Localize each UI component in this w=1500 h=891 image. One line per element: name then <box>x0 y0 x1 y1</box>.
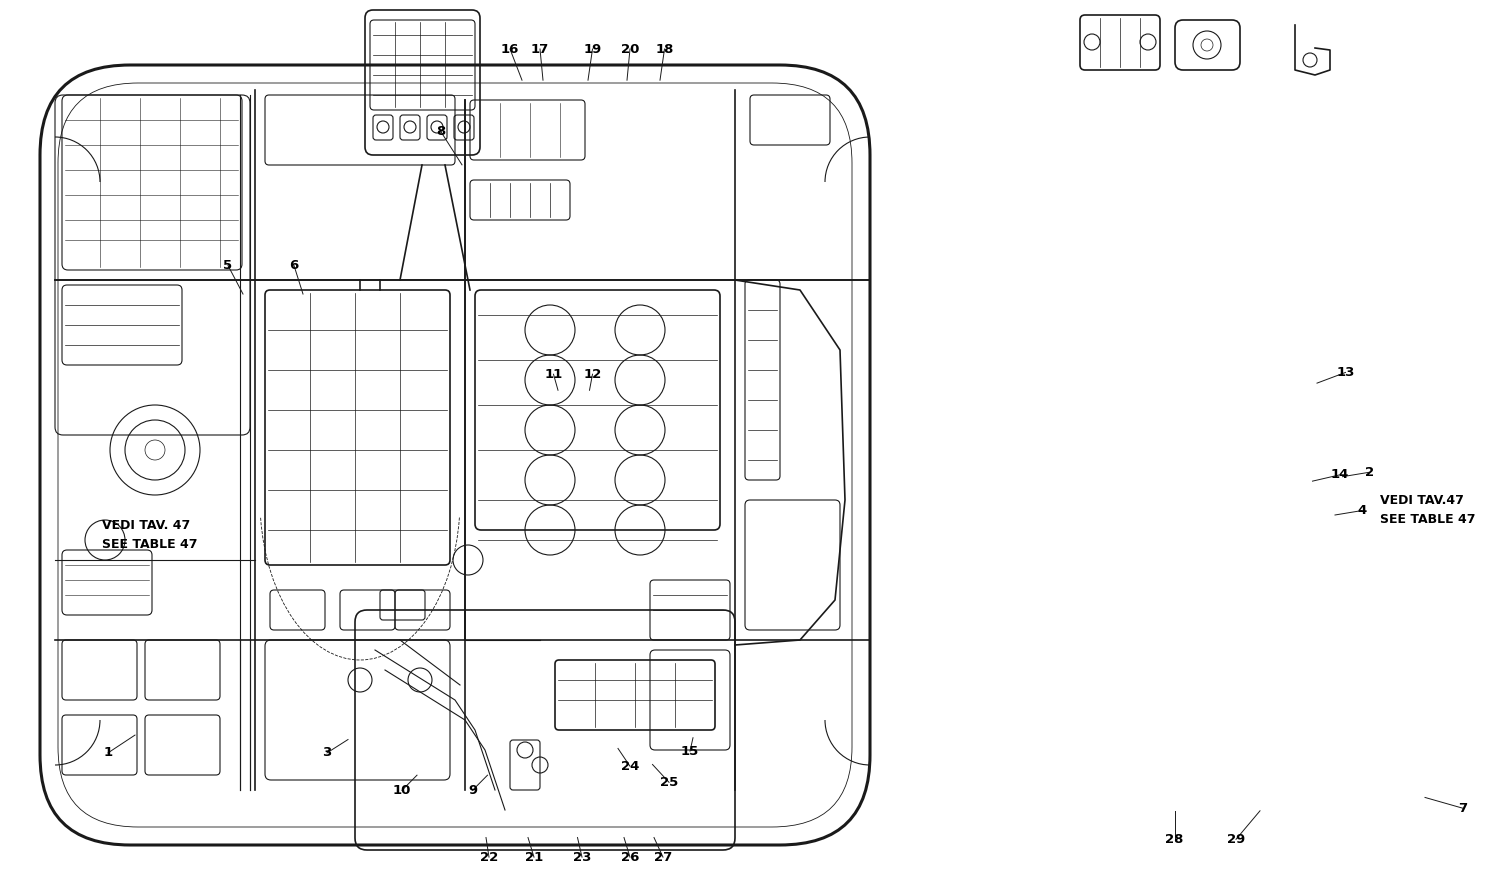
Text: 9: 9 <box>468 784 477 797</box>
Text: 14: 14 <box>1330 469 1348 481</box>
Text: 18: 18 <box>656 43 674 55</box>
Text: 28: 28 <box>1166 833 1184 846</box>
Text: 8: 8 <box>436 126 445 138</box>
Text: 27: 27 <box>654 851 672 863</box>
Text: 11: 11 <box>544 368 562 380</box>
Text: 4: 4 <box>1358 504 1366 517</box>
Text: 19: 19 <box>584 43 602 55</box>
Text: 22: 22 <box>480 851 498 863</box>
Text: 17: 17 <box>531 43 549 55</box>
Text: VEDI TAV.47
SEE TABLE 47: VEDI TAV.47 SEE TABLE 47 <box>1380 494 1476 526</box>
Text: 3: 3 <box>322 747 332 759</box>
Text: 16: 16 <box>501 43 519 55</box>
Text: 12: 12 <box>584 368 602 380</box>
Text: 23: 23 <box>573 851 591 863</box>
Text: 25: 25 <box>660 776 678 789</box>
Text: 13: 13 <box>1336 366 1354 379</box>
Text: 29: 29 <box>1227 833 1245 846</box>
Text: 7: 7 <box>1458 802 1467 814</box>
Text: 1: 1 <box>104 747 112 759</box>
Text: 15: 15 <box>681 745 699 757</box>
Text: 21: 21 <box>525 851 543 863</box>
Text: 2: 2 <box>1365 466 1374 478</box>
Text: 6: 6 <box>290 259 298 272</box>
Text: 10: 10 <box>393 784 411 797</box>
Text: VEDI TAV. 47
SEE TABLE 47: VEDI TAV. 47 SEE TABLE 47 <box>102 519 198 551</box>
Text: 26: 26 <box>621 851 639 863</box>
Text: 24: 24 <box>621 760 639 772</box>
Text: 20: 20 <box>621 43 639 55</box>
Text: 5: 5 <box>224 259 232 272</box>
